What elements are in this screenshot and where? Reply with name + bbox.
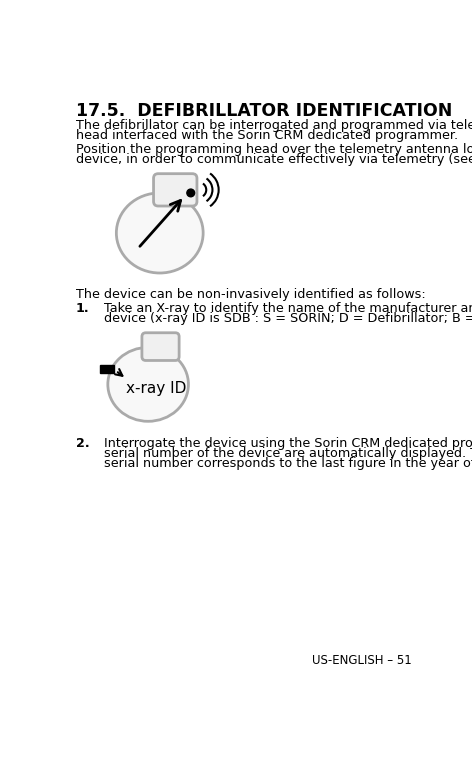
Text: head interfaced with the Sorin CRM dedicated programmer.: head interfaced with the Sorin CRM dedic…: [76, 130, 458, 142]
Text: device (x-ray ID is SDB : S = SORIN; D = Defibrillator; B = PARADYM RF VR 9250).: device (x-ray ID is SDB : S = SORIN; D =…: [104, 312, 472, 325]
Text: Interrogate the device using the Sorin CRM dedicated programmer. The model and: Interrogate the device using the Sorin C…: [104, 437, 472, 450]
Text: Position the programming head over the telemetry antenna located in the upper pa: Position the programming head over the t…: [76, 142, 472, 155]
Text: 2.: 2.: [76, 437, 90, 450]
Text: serial number of the device are automatically displayed. The first figure in the: serial number of the device are automati…: [104, 447, 472, 460]
FancyBboxPatch shape: [153, 174, 197, 206]
Text: The defibrillator can be interrogated and programmed via telemetry, using the pr: The defibrillator can be interrogated an…: [76, 119, 472, 132]
Text: Take an X-ray to identify the name of the manufacturer and model, printed on the: Take an X-ray to identify the name of th…: [104, 302, 472, 315]
Text: The device can be non-invasively identified as follows:: The device can be non-invasively identif…: [76, 288, 426, 302]
Text: x-ray ID: x-ray ID: [126, 381, 186, 395]
Text: US-ENGLISH – 51: US-ENGLISH – 51: [312, 655, 412, 668]
Text: 1.: 1.: [76, 302, 90, 315]
Bar: [100, 365, 114, 373]
Circle shape: [187, 189, 194, 197]
Text: serial number corresponds to the last figure in the year of manufacture.: serial number corresponds to the last fi…: [104, 457, 472, 470]
Ellipse shape: [117, 193, 203, 273]
FancyBboxPatch shape: [142, 333, 179, 360]
Text: device, in order to communicate effectively via telemetry (see diagram below).: device, in order to communicate effectiv…: [76, 152, 472, 165]
Ellipse shape: [108, 347, 188, 421]
Text: 17.5.  DEFIBRILLATOR IDENTIFICATION: 17.5. DEFIBRILLATOR IDENTIFICATION: [76, 102, 453, 120]
